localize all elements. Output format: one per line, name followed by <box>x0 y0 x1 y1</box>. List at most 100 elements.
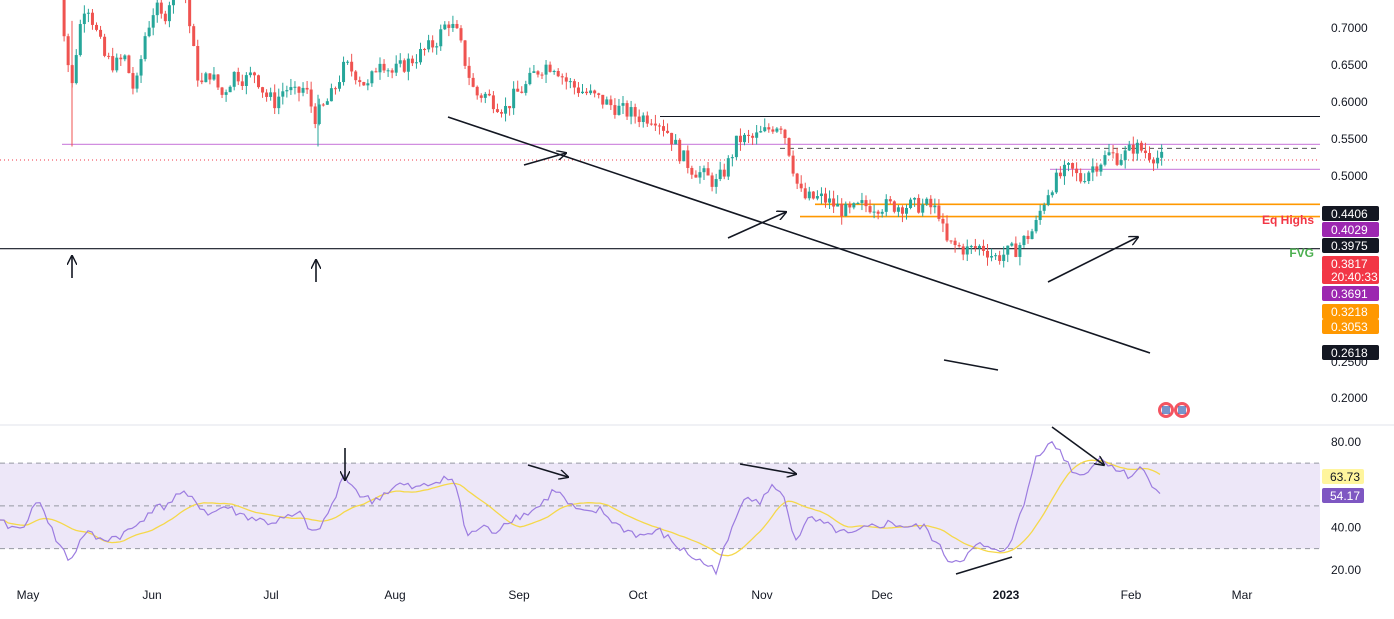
candle-body <box>366 83 370 86</box>
candle-body <box>730 157 734 159</box>
candle-body <box>832 198 836 207</box>
candle-body <box>629 107 633 117</box>
candle-body <box>378 63 382 73</box>
price-tag-label: 0.3053 <box>1331 320 1368 334</box>
candle-body <box>840 203 844 217</box>
price-tag-label: 0.3691 <box>1331 287 1368 301</box>
candle-body <box>123 55 127 60</box>
candle-body <box>645 115 649 124</box>
candle-body <box>775 128 779 132</box>
candle-body <box>536 71 540 75</box>
price-tag-label: 0.3817 <box>1331 257 1368 271</box>
candle-body <box>500 112 503 114</box>
candle-body <box>892 201 896 212</box>
candle-body <box>576 87 580 94</box>
candle-body <box>1058 172 1062 177</box>
candle-body <box>702 168 706 173</box>
candle-body <box>957 245 961 247</box>
candle-body <box>1160 151 1164 158</box>
candle-body <box>686 150 690 168</box>
candle-body <box>386 70 390 72</box>
price-tag: 0.2618 <box>1322 345 1379 360</box>
candle-body <box>856 202 860 204</box>
candle-body <box>410 58 414 64</box>
candle-body <box>333 88 337 90</box>
candle-body <box>1143 150 1147 154</box>
time-tick-label: Jun <box>142 588 161 602</box>
candle-body <box>828 198 832 203</box>
candle-body <box>755 132 759 138</box>
drawing-tools[interactable] <box>72 116 1151 371</box>
candle-body <box>714 179 718 187</box>
candle-body <box>228 86 232 93</box>
candle-body <box>516 88 520 92</box>
candle-body <box>925 198 929 205</box>
candle-body <box>803 188 807 199</box>
candle-body <box>362 82 366 86</box>
candle-body <box>909 199 913 208</box>
price-tag: 0.4406 <box>1322 206 1379 221</box>
arrow-jan-rally <box>1047 237 1138 283</box>
candle-body <box>111 56 115 71</box>
candle-body <box>1139 142 1143 151</box>
candle-body <box>1014 243 1018 257</box>
candle-body <box>491 95 495 110</box>
candle-body <box>216 74 220 88</box>
rsi-axis[interactable]: 80.00 40.00 20.00 63.73 54.17 <box>1322 435 1364 577</box>
candle-body <box>560 76 564 78</box>
candle-body <box>504 105 508 114</box>
time-tick-label: Mar <box>1232 588 1253 602</box>
candle-body <box>483 93 487 98</box>
price-tag-label: 0.4406 <box>1331 207 1368 221</box>
candle-body <box>633 107 637 117</box>
candle-body <box>657 125 661 127</box>
candle-body <box>1111 152 1115 154</box>
eq-highs-label: Eq Highs <box>1262 213 1314 227</box>
rsi-ma-line <box>0 459 1161 557</box>
candle-body <box>1006 245 1010 255</box>
candle-body <box>127 55 131 74</box>
candle-body <box>864 200 868 207</box>
time-axis[interactable]: May Jun Jul Aug Sep Oct Nov Dec 2023 Feb Mar <box>17 588 1253 602</box>
rsi-arrow-sep <box>527 464 568 477</box>
rsi-tag-bg <box>1322 488 1364 503</box>
price-axis[interactable]: 0.70000.65000.60000.55000.50000.25000.20… <box>1331 21 1368 405</box>
candle-body <box>427 40 431 50</box>
candle-body <box>1034 220 1038 232</box>
price-tag-bg <box>1322 206 1379 221</box>
candle-body <box>342 61 346 83</box>
rsi-pane[interactable] <box>0 426 1320 576</box>
rsi-ma-value-tag: 63.73 <box>1322 469 1364 484</box>
price-tick-label: 0.5000 <box>1331 169 1368 183</box>
candle-body <box>738 135 742 143</box>
candle-body <box>1067 163 1070 165</box>
candle-body <box>459 28 463 41</box>
candle-body <box>868 206 872 213</box>
candle-body <box>609 99 613 106</box>
candle-body <box>431 40 435 48</box>
candle-body <box>913 197 917 200</box>
us-flag-icon[interactable] <box>1158 402 1190 418</box>
candle-body <box>62 0 66 37</box>
candle-body <box>625 103 629 117</box>
candle-body <box>512 88 516 109</box>
candle-body <box>1083 181 1087 183</box>
candle-body <box>698 172 702 178</box>
candle-body <box>265 92 269 97</box>
candle-body <box>734 135 738 158</box>
candle-body <box>666 130 670 133</box>
candle-body <box>370 71 374 84</box>
candle-body <box>297 86 301 93</box>
candle-body <box>208 73 212 80</box>
price-tick-label: 0.6000 <box>1331 95 1368 109</box>
candle-body <box>872 211 876 213</box>
candle-body <box>1071 163 1075 169</box>
candle-body <box>771 129 775 132</box>
candle-body <box>1087 172 1091 182</box>
candle-body <box>1127 144 1131 151</box>
candle-body <box>455 23 459 29</box>
price-tag-bg <box>1322 256 1379 271</box>
candle-body <box>581 91 584 94</box>
candle-body <box>617 105 621 115</box>
